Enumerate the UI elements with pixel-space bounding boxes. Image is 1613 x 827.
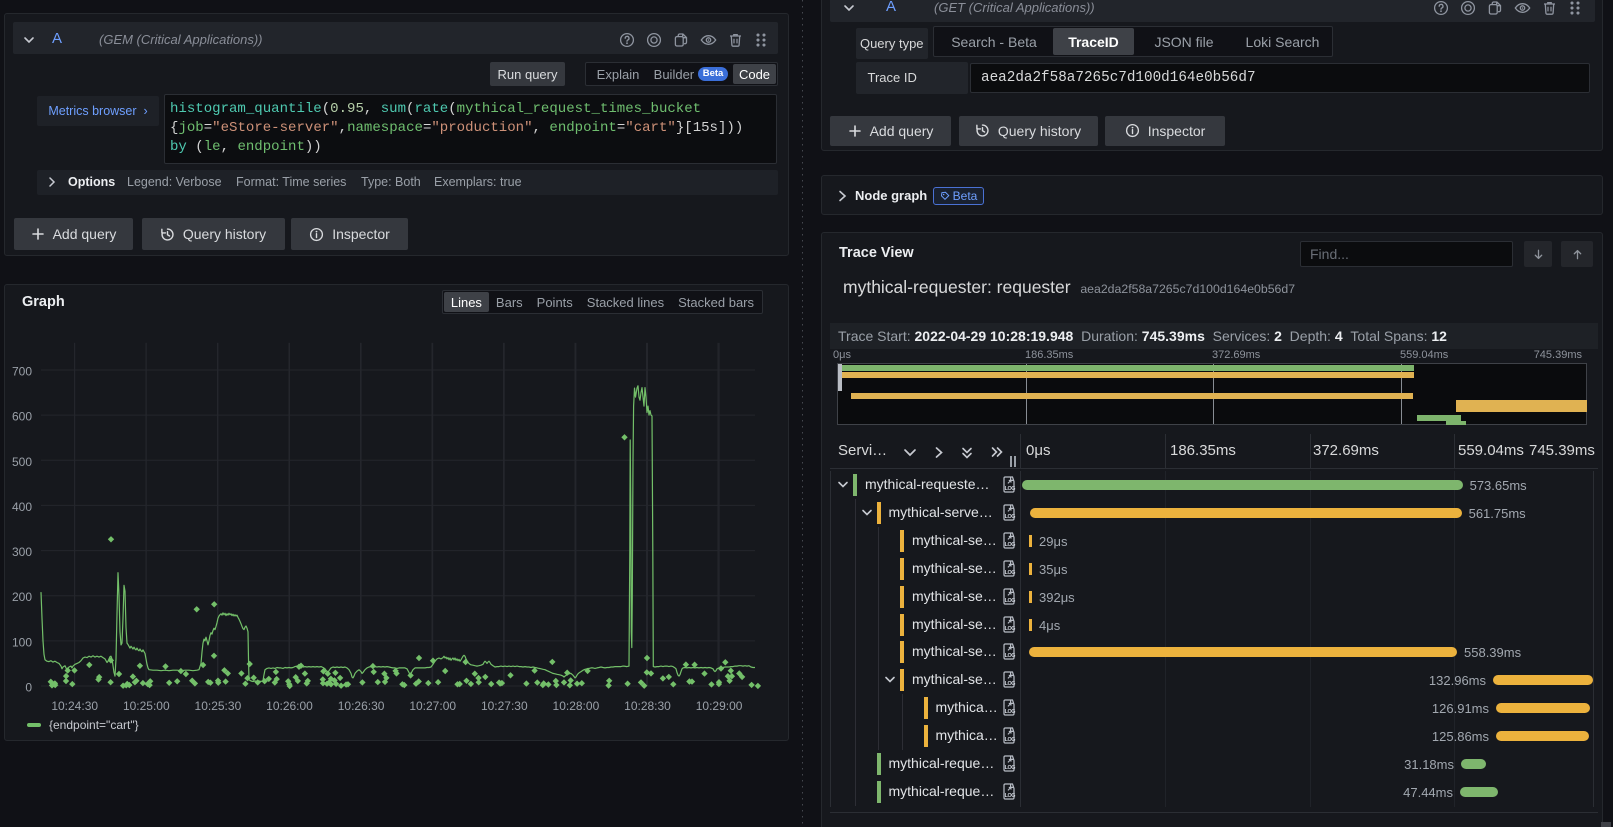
svg-text:700: 700 [12,365,32,379]
svg-text:LOG: LOG [1005,793,1016,799]
svg-text:300: 300 [12,545,32,559]
svg-text:LOG: LOG [1005,653,1016,659]
svg-text:600: 600 [12,410,32,424]
svg-text:500: 500 [12,455,32,469]
svg-text:10:28:30: 10:28:30 [624,699,671,713]
svg-text:10:25:30: 10:25:30 [195,699,242,713]
svg-text:400: 400 [12,500,32,514]
svg-text:0: 0 [25,681,32,695]
svg-text:LOG: LOG [1005,542,1016,548]
svg-text:LOG: LOG [1005,597,1016,603]
svg-text:200: 200 [12,590,32,604]
svg-text:10:27:00: 10:27:00 [409,699,456,713]
svg-text:LOG: LOG [1005,737,1016,743]
svg-text:LOG: LOG [1005,486,1016,492]
svg-text:LOG: LOG [1005,765,1016,771]
svg-text:LOG: LOG [1005,514,1016,520]
svg-text:10:24:30: 10:24:30 [51,699,98,713]
svg-text:100: 100 [12,635,32,649]
svg-text:LOG: LOG [1005,709,1016,715]
svg-text:10:26:30: 10:26:30 [338,699,385,713]
svg-text:LOG: LOG [1005,570,1016,576]
svg-text:10:29:00: 10:29:00 [696,699,743,713]
svg-text:10:28:00: 10:28:00 [553,699,600,713]
svg-text:10:25:00: 10:25:00 [123,699,170,713]
svg-text:LOG: LOG [1005,625,1016,631]
svg-text:10:26:00: 10:26:00 [266,699,313,713]
svg-text:LOG: LOG [1005,681,1016,687]
svg-text:10:27:30: 10:27:30 [481,699,528,713]
